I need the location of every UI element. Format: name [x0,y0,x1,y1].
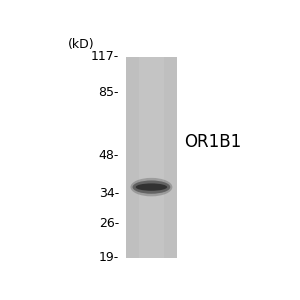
Bar [126,253,177,255]
Bar [126,155,177,157]
Ellipse shape [136,183,167,191]
Bar [126,192,177,195]
Text: 48-: 48- [98,149,119,162]
Bar [126,147,177,150]
Bar [126,112,177,115]
Bar [126,200,177,203]
Bar [126,82,177,84]
Ellipse shape [133,181,170,194]
Bar [126,72,177,74]
Bar [126,167,177,170]
Bar [126,92,177,94]
Bar [126,212,177,215]
Bar [126,175,177,177]
Bar [126,89,177,92]
Bar [126,255,177,258]
Text: 85-: 85- [98,85,119,99]
Bar [126,195,177,197]
Bar [126,142,177,145]
Bar [126,135,177,137]
Bar [126,104,177,107]
Bar [126,243,177,245]
Text: 19-: 19- [99,251,119,264]
Bar [126,205,177,208]
Bar [126,57,177,59]
Bar [126,245,177,248]
Bar [126,220,177,223]
Bar [126,223,177,225]
Bar [126,130,177,132]
Bar [126,150,177,152]
Bar [126,210,177,212]
Bar [126,115,177,117]
Ellipse shape [130,178,172,196]
Bar [126,110,177,112]
Bar [126,127,177,130]
Text: OR1B1: OR1B1 [184,133,241,151]
Bar [126,197,177,200]
Bar [126,87,177,89]
Bar [126,94,177,97]
Bar [126,137,177,140]
Bar [126,80,177,82]
Bar [126,117,177,120]
Bar [126,69,177,72]
Bar [126,248,177,250]
Bar [126,238,177,240]
Bar [126,230,177,232]
Bar [126,190,177,192]
Bar [126,74,177,77]
Bar [126,180,177,182]
Bar [126,208,177,210]
Bar [126,59,177,62]
Bar [126,100,177,102]
Bar [126,170,177,172]
Bar [126,84,177,87]
Bar [126,228,177,230]
Text: (kD): (kD) [68,38,94,51]
Bar [126,77,177,80]
Bar [126,145,177,147]
Text: 34-: 34- [99,187,119,200]
Bar [126,165,177,167]
Text: 26-: 26- [99,217,119,230]
Bar [126,102,177,104]
Bar [126,185,177,188]
Bar [126,120,177,122]
Bar [126,122,177,124]
Bar [126,172,177,175]
Bar [126,225,177,228]
Bar [126,152,177,155]
Bar [126,97,177,100]
Bar [126,107,177,110]
Bar [126,218,177,220]
Bar [126,202,177,205]
Bar [126,177,177,180]
Bar [139,57,164,258]
Bar [126,235,177,238]
Bar [126,215,177,218]
Bar [126,232,177,235]
Bar [126,157,177,160]
Bar [126,250,177,253]
Bar [126,240,177,243]
Bar [126,160,177,162]
Bar [126,188,177,190]
Bar [126,162,177,165]
Bar [126,124,177,127]
Bar [126,67,177,69]
Bar [126,62,177,64]
Text: 117-: 117- [91,50,119,63]
Bar [126,182,177,185]
Bar [126,132,177,135]
Bar [126,140,177,142]
Bar [126,64,177,67]
